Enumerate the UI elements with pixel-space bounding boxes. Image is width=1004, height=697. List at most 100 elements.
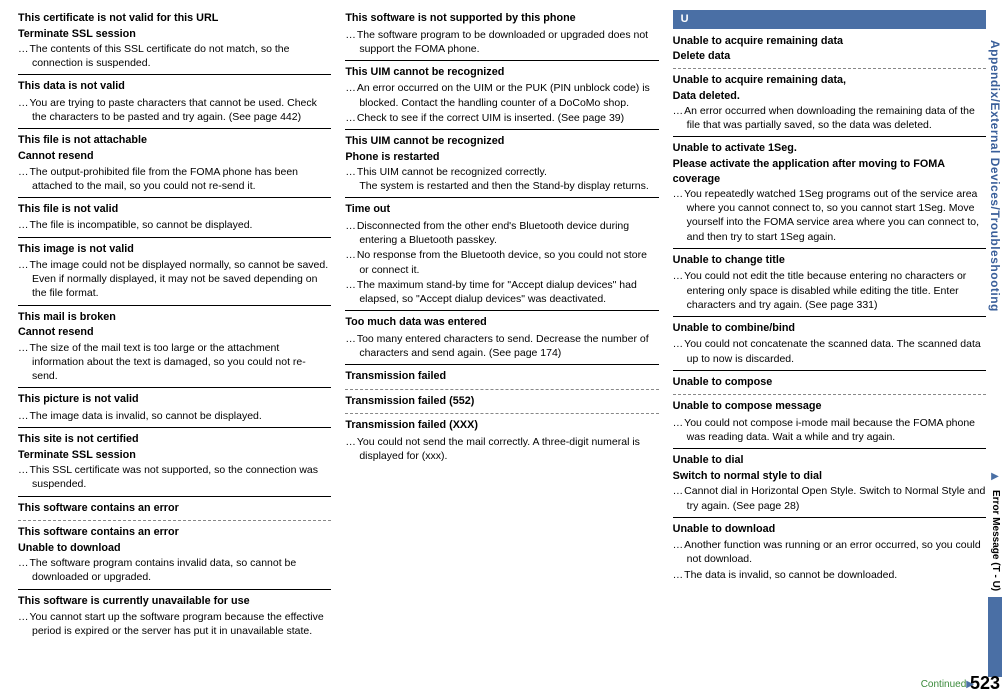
divider-solid xyxy=(345,197,658,198)
entry-description: The software program contains invalid da… xyxy=(18,556,331,584)
entry-description: This SSL certificate was not supported, … xyxy=(18,463,331,491)
entry-title: This software contains an error xyxy=(18,524,331,541)
error-entry: This site is not certifiedTerminate SSL … xyxy=(18,431,331,491)
entry-description: You repeatedly watched 1Seg programs out… xyxy=(673,187,986,244)
divider-dashed xyxy=(673,394,986,395)
error-entry: Transmission failed (552) xyxy=(345,393,658,410)
divider-dashed xyxy=(673,68,986,69)
entry-description: The maximum stand-by time for "Accept di… xyxy=(345,278,658,306)
error-entry: Unable to dialSwitch to normal style to … xyxy=(673,452,986,512)
entry-description: You could not compose i-mode mail becaus… xyxy=(673,416,986,444)
error-entry: This software contains an error xyxy=(18,500,331,517)
error-entry: Unable to combine/bindYou could not conc… xyxy=(673,320,986,366)
divider-solid xyxy=(18,589,331,590)
entry-title: This file is not attachable xyxy=(18,132,331,149)
entry-title: Transmission failed (XXX) xyxy=(345,417,658,434)
column-2: This software is not supported by this p… xyxy=(345,10,658,687)
column-1: This certificate is not valid for this U… xyxy=(18,10,331,687)
error-entry: Unable to compose xyxy=(673,374,986,391)
entry-description: No response from the Bluetooth device, s… xyxy=(345,248,658,276)
entry-title: Cannot resend xyxy=(18,149,331,164)
entry-title: Cannot resend xyxy=(18,325,331,340)
error-entry: Too much data was enteredToo many entere… xyxy=(345,314,658,360)
entry-description: Check to see if the correct UIM is inser… xyxy=(345,111,658,125)
divider-solid xyxy=(673,136,986,137)
divider-solid xyxy=(18,128,331,129)
entry-title: Switch to normal style to dial xyxy=(673,469,986,484)
divider-solid xyxy=(18,237,331,238)
entry-title: Terminate SSL session xyxy=(18,448,331,463)
entry-title: Unable to download xyxy=(673,521,986,538)
entry-title: Unable to combine/bind xyxy=(673,320,986,337)
entry-title: Please activate the application after mo… xyxy=(673,157,986,186)
divider-solid xyxy=(673,517,986,518)
entry-title: This picture is not valid xyxy=(18,391,331,408)
entry-description: Too many entered characters to send. Dec… xyxy=(345,332,658,360)
entry-title: This mail is broken xyxy=(18,309,331,326)
page-number: 523 xyxy=(970,671,1000,695)
error-entry: Transmission failed xyxy=(345,368,658,385)
entry-title: This UIM cannot be recognized xyxy=(345,64,658,81)
error-entry: This software is currently unavailable f… xyxy=(18,593,331,639)
divider-solid xyxy=(345,60,658,61)
divider-dashed xyxy=(345,389,658,390)
error-entry: Unable to compose messageYou could not c… xyxy=(673,398,986,444)
side-block xyxy=(988,597,1002,677)
entry-title: This image is not valid xyxy=(18,241,331,258)
entry-title: Delete data xyxy=(673,49,986,64)
error-entry: Transmission failed (XXX)You could not s… xyxy=(345,417,658,463)
error-entry: Unable to acquire remaining data,Data de… xyxy=(673,72,986,132)
entry-description: You cannot start up the software program… xyxy=(18,610,331,638)
entry-description: An error occurred on the UIM or the PUK … xyxy=(345,81,658,109)
error-entry: This file is not attachableCannot resend… xyxy=(18,132,331,192)
divider-solid xyxy=(18,387,331,388)
entry-description: The output-prohibited file from the FOMA… xyxy=(18,165,331,193)
divider-solid xyxy=(18,74,331,75)
error-entry: Unable to downloadAnother function was r… xyxy=(673,521,986,582)
error-entry: Unable to acquire remaining dataDelete d… xyxy=(673,33,986,64)
page-content: This certificate is not valid for this U… xyxy=(0,0,1004,697)
entry-title: Terminate SSL session xyxy=(18,27,331,42)
error-entry: This UIM cannot be recognizedPhone is re… xyxy=(345,133,658,193)
column-3: UUnable to acquire remaining dataDelete … xyxy=(673,10,986,687)
entry-title: This site is not certified xyxy=(18,431,331,448)
error-entry: This UIM cannot be recognizedAn error oc… xyxy=(345,64,658,125)
error-entry: This software is not supported by this p… xyxy=(345,10,658,56)
error-entry: This picture is not validThe image data … xyxy=(18,391,331,423)
entry-description: Another function was running or an error… xyxy=(673,538,986,566)
entry-description: Disconnected from the other end's Blueto… xyxy=(345,219,658,247)
divider-solid xyxy=(18,427,331,428)
entry-title: Unable to change title xyxy=(673,252,986,269)
entry-description: The image data is invalid, so cannot be … xyxy=(18,409,331,423)
divider-solid xyxy=(345,310,658,311)
side-sub-wrap: ▶ Error Message (T - U) xyxy=(988,470,1002,677)
entry-title: Unable to compose xyxy=(673,374,986,391)
entry-title: Transmission failed (552) xyxy=(345,393,658,410)
entry-description: You could not concatenate the scanned da… xyxy=(673,337,986,365)
divider-solid xyxy=(18,305,331,306)
entry-title: Too much data was entered xyxy=(345,314,658,331)
divider-solid xyxy=(673,448,986,449)
error-entry: This data is not validYou are trying to … xyxy=(18,78,331,124)
divider-solid xyxy=(673,248,986,249)
entry-description-cont: The system is restarted and then the Sta… xyxy=(345,179,658,193)
entry-title: This software contains an error xyxy=(18,500,331,517)
error-entry: Unable to activate 1Seg.Please activate … xyxy=(673,140,986,243)
entry-description: You could not send the mail correctly. A… xyxy=(345,435,658,463)
divider-solid xyxy=(673,370,986,371)
error-entry: Unable to change titleYou could not edit… xyxy=(673,252,986,312)
entry-description: The contents of this SSL certificate do … xyxy=(18,42,331,70)
side-subsection-label: Error Message (T - U) xyxy=(988,490,1002,591)
error-entry: This certificate is not valid for this U… xyxy=(18,10,331,70)
divider-solid xyxy=(18,496,331,497)
error-entry: Time outDisconnected from the other end'… xyxy=(345,201,658,306)
entry-description: The data is invalid, so cannot be downlo… xyxy=(673,568,986,582)
entry-title: Unable to activate 1Seg. xyxy=(673,140,986,157)
side-tab: Appendix/External Devices/Troubleshootin… xyxy=(986,40,1004,677)
divider-solid xyxy=(345,364,658,365)
side-section-label: Appendix/External Devices/Troubleshootin… xyxy=(987,40,1003,312)
entry-description: The size of the mail text is too large o… xyxy=(18,341,331,384)
arrow-icon: ▶ xyxy=(991,470,999,484)
entry-description: Cannot dial in Horizontal Open Style. Sw… xyxy=(673,484,986,512)
entry-title: This certificate is not valid for this U… xyxy=(18,10,331,27)
